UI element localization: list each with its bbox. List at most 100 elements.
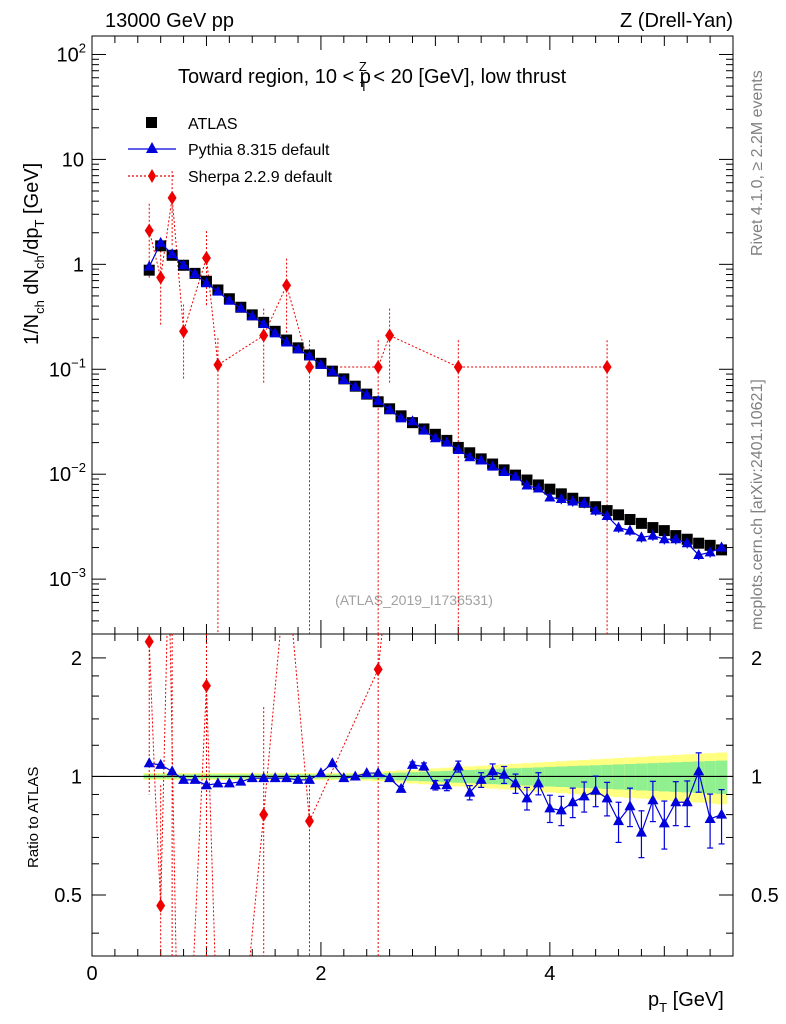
pythia-ratio-point (338, 772, 350, 783)
pythia-main-point (681, 537, 693, 548)
sherpa-ratio-point (304, 814, 314, 829)
ratio-y-tick-label-right: 0.5 (751, 885, 779, 907)
main-y-tick-label: 1 (73, 254, 84, 276)
main-title: Toward region, 10 < pZ T < 20 [GeV], low … (178, 59, 567, 94)
pythia-ratio-point (395, 782, 407, 793)
sherpa-main-point (144, 223, 154, 238)
ratio-y-tick-label-right: 1 (751, 766, 762, 788)
ratio-band-inner (670, 762, 682, 792)
pythia-main-point (258, 318, 270, 329)
pythia-ratio-point (326, 757, 338, 768)
sherpa-main-point (453, 360, 463, 375)
legend-pythia-marker (146, 142, 158, 153)
ratio-clipped-group (143, 634, 728, 956)
pythia-main-point (418, 424, 430, 435)
sherpa-main-point (167, 190, 177, 205)
sherpa-main-point (385, 328, 395, 343)
ratio-y-label: Ratio to ATLAS (25, 767, 42, 868)
pythia-main-point (716, 541, 728, 552)
main-y-tick-label: 102 (57, 40, 86, 66)
sherpa-ratio-point (259, 807, 269, 822)
atlas-point (624, 514, 636, 526)
sherpa-ratio-point (201, 678, 211, 693)
pythia-main-point (498, 465, 510, 476)
x-axis-label: pT [GeV] (648, 989, 724, 1015)
pythia-ratio-point (452, 760, 464, 771)
pythia-main-point (624, 524, 636, 535)
pythia-ratio-point (521, 792, 533, 803)
pythia-main-line (148, 241, 722, 556)
pythia-main-point (647, 529, 659, 540)
header-right: Z (Drell-Yan) (620, 10, 733, 32)
pythia-ratio-point (223, 777, 235, 788)
pythia-main-point (303, 350, 315, 361)
pythia-ratio-point (647, 794, 659, 805)
pythia-main-point (464, 451, 476, 462)
legend-atlas-label: ATLAS (188, 116, 238, 133)
sherpa-main-point (304, 360, 314, 375)
pythia-ratio-point (315, 767, 327, 778)
pythia-main-point (429, 432, 441, 443)
pythia-main-point (166, 248, 178, 259)
ratio-band-inner (715, 760, 728, 794)
pythia-main-point (235, 302, 247, 313)
pythia-ratio-point (670, 796, 682, 807)
pythia-main-point (338, 374, 350, 385)
ratio-band-inner (658, 762, 671, 792)
atlas-point (693, 537, 705, 549)
pythia-ratio-point (258, 772, 270, 783)
pythia-main-point (178, 259, 190, 270)
x-tick-label: 2 (315, 963, 326, 985)
pythia-ratio-point (269, 772, 281, 783)
pythia-main-point (349, 380, 361, 391)
sherpa-main-point (213, 357, 223, 372)
pythia-main-point (384, 403, 396, 414)
sherpa-main-point (602, 360, 612, 375)
pythia-ratio-point (464, 786, 476, 797)
sherpa-main-point (156, 270, 166, 285)
pythia-main-point (532, 482, 544, 493)
pythia-main-point (361, 388, 373, 399)
pythia-main-point (212, 285, 224, 296)
pythia-ratio-point (555, 804, 567, 815)
pythia-ratio-point (441, 779, 453, 790)
pythia-main-point (246, 310, 258, 321)
pythia-ratio-point (693, 765, 705, 776)
pythia-main-point (670, 533, 682, 544)
pythia-main-point (475, 454, 487, 465)
pythia-main-point (693, 548, 705, 559)
pythia-ratio-point (143, 757, 155, 768)
sherpa-ratio-point (144, 634, 154, 649)
mcplots-label: mcplots.cern.ch [arXiv:2401.10621] (749, 379, 766, 630)
pythia-ratio-point (155, 758, 167, 769)
pythia-ratio-point (189, 773, 201, 784)
pythia-ratio-point (544, 802, 556, 813)
legend-pythia-label: Pythia 8.315 default (188, 142, 330, 159)
atlas-point (544, 483, 556, 495)
pythia-main-point (555, 493, 567, 504)
pythia-main-point (326, 365, 338, 376)
x-tick-label: 4 (544, 963, 555, 985)
pythia-main-point (407, 415, 418, 426)
pythia-ratio-point (372, 767, 384, 778)
pythia-main-point (601, 509, 613, 520)
pythia-ratio-point (178, 773, 190, 784)
ratio-y-tick-label: 1 (71, 766, 82, 788)
pythia-ratio-point (407, 758, 418, 769)
pythia-main-point (452, 444, 464, 455)
atlas-point (613, 509, 625, 521)
pythia-main-point (590, 504, 602, 515)
legend: ATLAS Pythia 8.315 default Sherpa 2.2.9 … (128, 116, 333, 186)
pythia-ratio-point (681, 796, 693, 807)
main-y-label: 1/Nch dNch/dpT [GeV] (21, 163, 47, 345)
main-y-tick-label: 10−1 (49, 355, 86, 381)
pythia-main-point (658, 533, 670, 544)
pythia-main-point (613, 521, 625, 532)
pythia-main-point (578, 497, 590, 508)
pythia-main-point (395, 412, 407, 423)
sherpa-main-point (179, 324, 189, 339)
pythia-main-point (223, 294, 235, 305)
pythia-ratio-point (361, 767, 373, 778)
pythia-ratio-point (418, 760, 430, 771)
